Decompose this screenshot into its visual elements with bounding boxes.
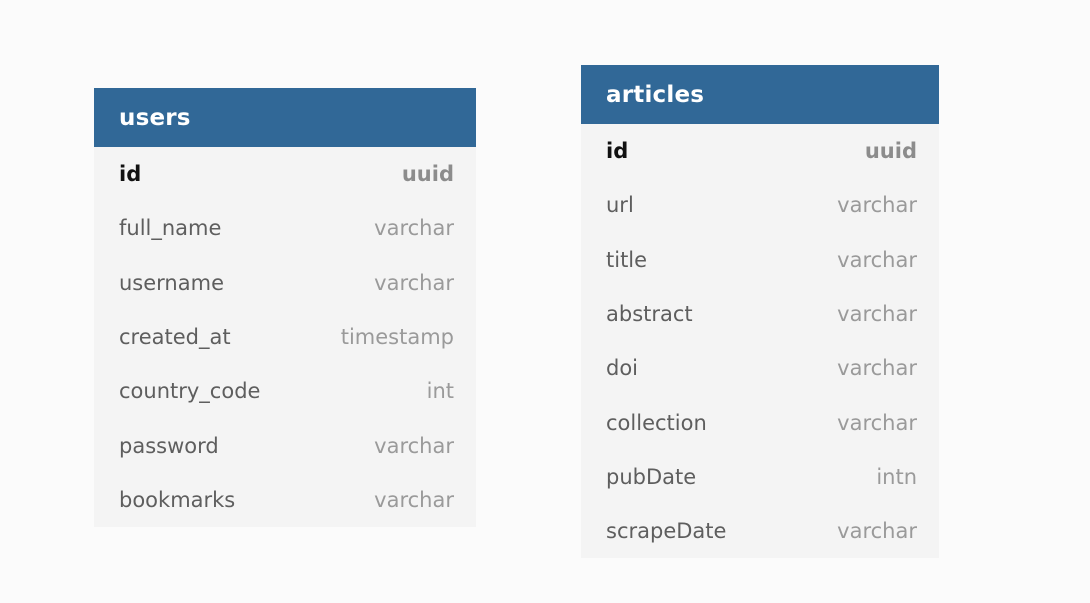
column-name: id xyxy=(119,162,142,187)
table-row[interactable]: url varchar xyxy=(581,178,939,232)
table-row[interactable]: id uuid xyxy=(94,147,476,201)
table-row[interactable]: created_at timestamp xyxy=(94,310,476,364)
column-name: password xyxy=(119,433,219,458)
table-header[interactable]: users xyxy=(94,88,476,147)
column-name: url xyxy=(606,193,634,218)
table-articles[interactable]: articles id uuid url varchar title varch… xyxy=(581,65,939,559)
column-type: varchar xyxy=(837,247,917,272)
column-name: id xyxy=(606,139,629,164)
column-name: abstract xyxy=(606,302,693,327)
table-row[interactable]: abstract varchar xyxy=(581,287,939,341)
column-name: title xyxy=(606,247,648,272)
column-name: country_code xyxy=(119,379,261,404)
column-name: scrapeDate xyxy=(606,519,727,544)
column-type: varchar xyxy=(374,433,454,458)
column-type: varchar xyxy=(837,519,917,544)
column-type: timestamp xyxy=(340,325,454,350)
table-row[interactable]: username varchar xyxy=(94,256,476,310)
table-header[interactable]: articles xyxy=(581,65,939,124)
table-row[interactable]: doi varchar xyxy=(581,341,939,395)
column-type: uuid xyxy=(401,162,454,187)
table-row[interactable]: title varchar xyxy=(581,233,939,287)
table-title: articles xyxy=(606,81,705,108)
table-row[interactable]: scrapeDate varchar xyxy=(581,504,939,558)
column-name: full_name xyxy=(119,216,222,241)
column-type: intn xyxy=(876,464,917,489)
column-name: created_at xyxy=(119,325,231,350)
table-users[interactable]: users id uuid full_name varchar username… xyxy=(94,88,476,528)
column-type: varchar xyxy=(374,487,454,512)
table-row[interactable]: full_name varchar xyxy=(94,201,476,255)
table-row[interactable]: country_code int xyxy=(94,364,476,418)
table-row[interactable]: password varchar xyxy=(94,418,476,472)
column-name: username xyxy=(119,270,224,295)
table-row[interactable]: collection varchar xyxy=(581,395,939,449)
column-name: collection xyxy=(606,410,707,435)
column-type: varchar xyxy=(837,193,917,218)
column-name: bookmarks xyxy=(119,487,236,512)
column-type: varchar xyxy=(374,216,454,241)
column-name: pubDate xyxy=(606,464,697,489)
table-row[interactable]: bookmarks varchar xyxy=(94,473,476,527)
column-type: int xyxy=(426,379,454,404)
column-type: varchar xyxy=(837,302,917,327)
table-row[interactable]: id uuid xyxy=(581,124,939,178)
table-row[interactable]: pubDate intn xyxy=(581,450,939,504)
column-type: varchar xyxy=(837,356,917,381)
column-name: doi xyxy=(606,356,639,381)
column-type: varchar xyxy=(837,410,917,435)
table-title: users xyxy=(119,104,191,131)
column-type: uuid xyxy=(864,139,917,164)
column-type: varchar xyxy=(374,270,454,295)
